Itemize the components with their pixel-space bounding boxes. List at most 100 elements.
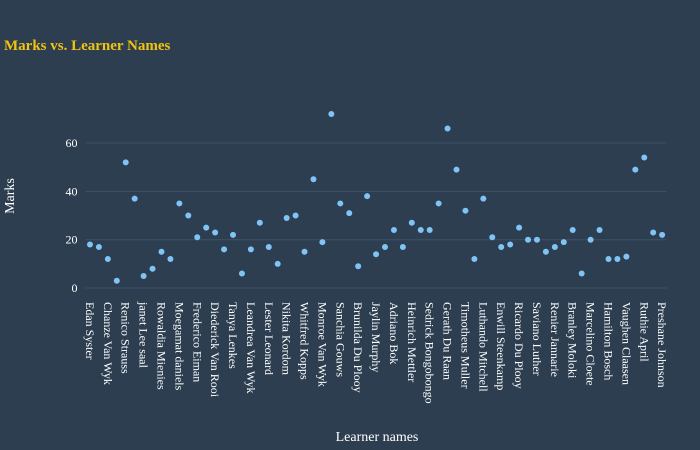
point — [256, 219, 263, 226]
point — [355, 263, 362, 270]
point — [623, 253, 630, 260]
point — [274, 260, 281, 267]
point — [542, 248, 549, 255]
x-tick-label: Gerath Du Raan — [441, 302, 455, 380]
point — [319, 239, 326, 246]
x-tick-label: Enwill Steenkamp — [494, 302, 508, 390]
point — [292, 212, 299, 219]
x-tick-label: Renico Strauss — [119, 302, 133, 374]
x-tick-label: Saviano Luther — [530, 302, 544, 376]
point — [373, 251, 380, 258]
point — [632, 166, 639, 173]
point — [167, 256, 174, 263]
x-tick-label: Brunilda Du Plooy — [351, 302, 365, 393]
point — [185, 212, 192, 219]
point — [444, 125, 451, 132]
point — [176, 200, 183, 207]
point — [489, 234, 496, 241]
point — [587, 236, 594, 243]
point — [86, 241, 93, 248]
point — [435, 200, 442, 207]
point — [104, 256, 111, 263]
point — [480, 195, 487, 202]
x-tick-label: Monroe Van Wyk — [315, 302, 329, 387]
chart-title: Marks vs. Learner Names — [4, 38, 171, 54]
point — [381, 243, 388, 250]
x-tick-label: Branley Moloki — [566, 302, 580, 379]
point — [283, 214, 290, 221]
point — [390, 227, 397, 234]
point — [650, 229, 657, 236]
point — [265, 243, 272, 250]
point — [131, 195, 138, 202]
x-tick-label: Diederick Van Rooi — [208, 302, 222, 398]
point — [533, 236, 540, 243]
x-tick-label: Vaughen Claasen — [619, 302, 633, 385]
y-tick-label: 40 — [66, 184, 78, 198]
x-tick-label: Preshane Johnson — [655, 302, 669, 388]
point — [560, 239, 567, 246]
y-axis-title: Marks — [3, 178, 18, 214]
point — [221, 246, 228, 253]
x-tick-label: Renier Jannarie — [548, 302, 562, 377]
x-tick-label: Luthando Mitchell — [476, 302, 490, 392]
point — [194, 234, 201, 241]
point — [605, 256, 612, 263]
x-tick-label: Nikita Kordom — [280, 302, 294, 376]
point — [408, 219, 415, 226]
x-tick-label: Moegamat daniels — [172, 302, 186, 391]
point — [364, 193, 371, 200]
x-tick-label: Jaylin Murphy — [369, 302, 383, 372]
x-tick-label: Heinrich Mettler — [405, 302, 419, 382]
point — [596, 227, 603, 234]
point — [346, 210, 353, 217]
point — [95, 243, 102, 250]
x-tick-label: Whitfred Kopps — [298, 302, 312, 380]
y-tick-label: 0 — [72, 281, 78, 295]
point — [122, 159, 129, 166]
point — [569, 227, 576, 234]
x-tick-label: Ruthie April — [637, 302, 651, 362]
point — [614, 256, 621, 263]
point — [301, 248, 308, 255]
point — [498, 243, 505, 250]
x-tick-label: Ricardo Du Plooy — [512, 302, 526, 389]
x-tick-label: Sedrick Bongobongo — [423, 302, 437, 404]
x-tick-label: Lester Leonard — [262, 302, 276, 375]
point — [149, 265, 156, 272]
x-tick-label: Edan Syster — [83, 302, 97, 360]
point — [247, 246, 254, 253]
point — [471, 256, 478, 263]
x-tick-label: Timotheus Muller — [458, 302, 472, 389]
point — [238, 270, 245, 277]
x-tick-label: Rowaldia Mienies — [154, 302, 168, 390]
point — [525, 236, 532, 243]
point — [140, 272, 147, 279]
point — [551, 243, 558, 250]
x-axis-title: Learner names — [336, 430, 419, 445]
x-tick-label: Marcelino Cloete — [584, 302, 598, 386]
point — [641, 154, 648, 161]
point — [230, 231, 237, 238]
x-tick-label: janet Lee saal — [137, 301, 151, 369]
point — [203, 224, 210, 231]
y-tick-label: 60 — [66, 136, 78, 150]
point — [337, 200, 344, 207]
point — [453, 166, 460, 173]
point — [659, 231, 666, 238]
y-tick-label: 20 — [66, 233, 78, 247]
point — [578, 270, 585, 277]
point — [113, 277, 120, 284]
x-tick-label: Tanya Lenkes — [226, 302, 240, 369]
point — [310, 176, 317, 183]
point — [417, 227, 424, 234]
x-tick-label: Sanchia Gouws — [333, 302, 347, 377]
x-tick-label: Hamilton Bosch — [601, 302, 615, 380]
x-tick-label: Leandrea Van Wyk — [244, 302, 258, 393]
x-tick-label: Frederico Eiman — [190, 302, 204, 382]
point — [212, 229, 219, 236]
x-tick-label: Adriano Bok — [387, 302, 401, 364]
point — [328, 111, 335, 118]
point — [516, 224, 523, 231]
